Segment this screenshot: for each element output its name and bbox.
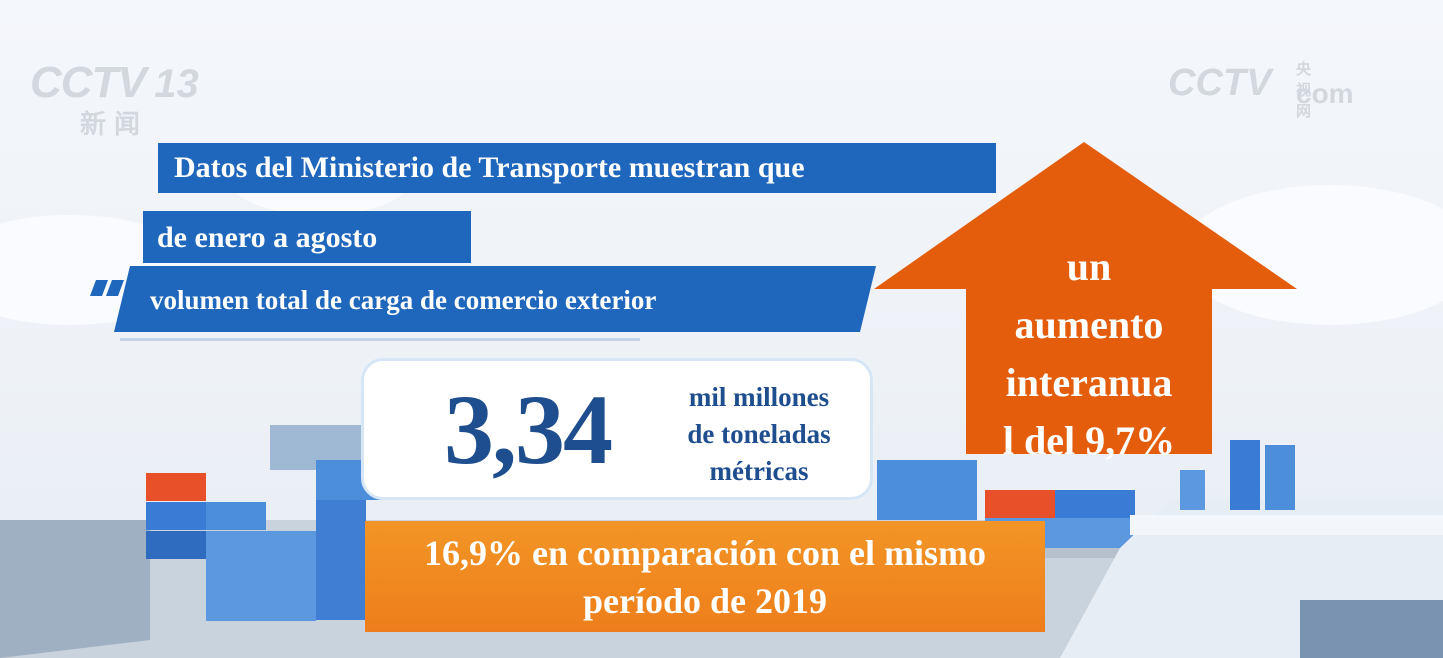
left-ship [0, 520, 150, 658]
comparison-line2: período de 2019 [582, 581, 827, 621]
up-arrow-icon [874, 142, 1297, 454]
stat-card: 3,34 mil millones de toneladas métricas [361, 358, 873, 500]
increase-line3: interanua [1005, 360, 1173, 405]
container-stack-left [146, 425, 386, 621]
cctv-com-logo: CCTV 央视网 com [1168, 61, 1354, 120]
cctv13-logo: CCTV 13 新闻 [30, 58, 199, 141]
cctv-com-logo-sub: com [1296, 78, 1354, 109]
comparison-banner: 16,9% en comparación con el mismo períod… [365, 521, 1045, 632]
headline-line2-box: de enero a agosto [143, 211, 471, 263]
headline-line2: de enero a agosto [157, 221, 378, 254]
cctv-com-logo-top: 央视网 [1296, 61, 1312, 120]
cctv13-logo-sub: 新闻 [80, 109, 149, 139]
increase-text: un aumento interanua l del 9,7% [966, 238, 1212, 470]
stat-value: 3,34 [444, 374, 613, 485]
increase-line1: un [1066, 244, 1112, 289]
comparison-line1: 16,9% en comparación con el mismo [424, 533, 986, 573]
headline-line1: Datos del Ministerio de Transporte muest… [174, 151, 805, 184]
headline-line3: volumen total de carga de comercio exter… [150, 285, 657, 315]
increase-line4: l del 9,7% [1002, 418, 1176, 463]
increase-line2: aumento [1014, 302, 1164, 347]
stat-unit-line3: métricas [709, 456, 809, 486]
headline-line1-box: Datos del Ministerio de Transporte muest… [158, 143, 996, 193]
cctv13-logo-text: CCTV [30, 58, 147, 107]
cruise-ship [1060, 440, 1443, 658]
stat-unit: mil millones de toneladas métricas [664, 379, 854, 490]
stat-unit-line1: mil millones [688, 382, 830, 412]
headline-line3-banner [90, 266, 876, 341]
cctv-com-logo-text: CCTV [1168, 62, 1272, 104]
container-stack-mid [877, 460, 1135, 548]
stat-unit-line2: de toneladas [687, 419, 831, 449]
cctv13-logo-number: 13 [154, 62, 199, 106]
